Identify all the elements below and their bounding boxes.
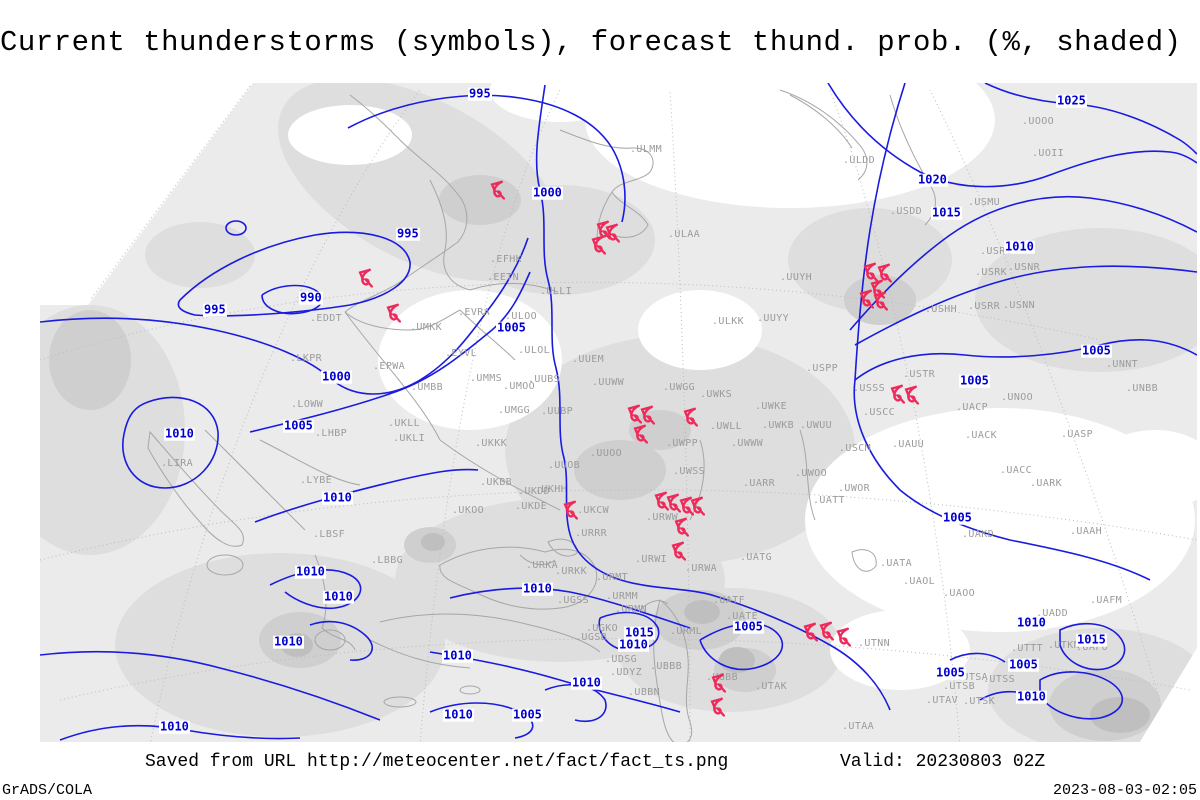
saved-url-text: Saved from URL http://meteocenter.net/fa… [145, 752, 729, 772]
map-canvas [40, 83, 1197, 742]
generation-timestamp: 2023-08-03-02:05 [1052, 782, 1197, 799]
map-base-art [40, 83, 1197, 742]
generator-credit: GrADS/COLA [2, 782, 93, 799]
chart-title: Current thunderstorms (symbols), forecas… [0, 26, 1182, 59]
valid-time-text: Valid: 20230803 02Z [840, 752, 1046, 772]
